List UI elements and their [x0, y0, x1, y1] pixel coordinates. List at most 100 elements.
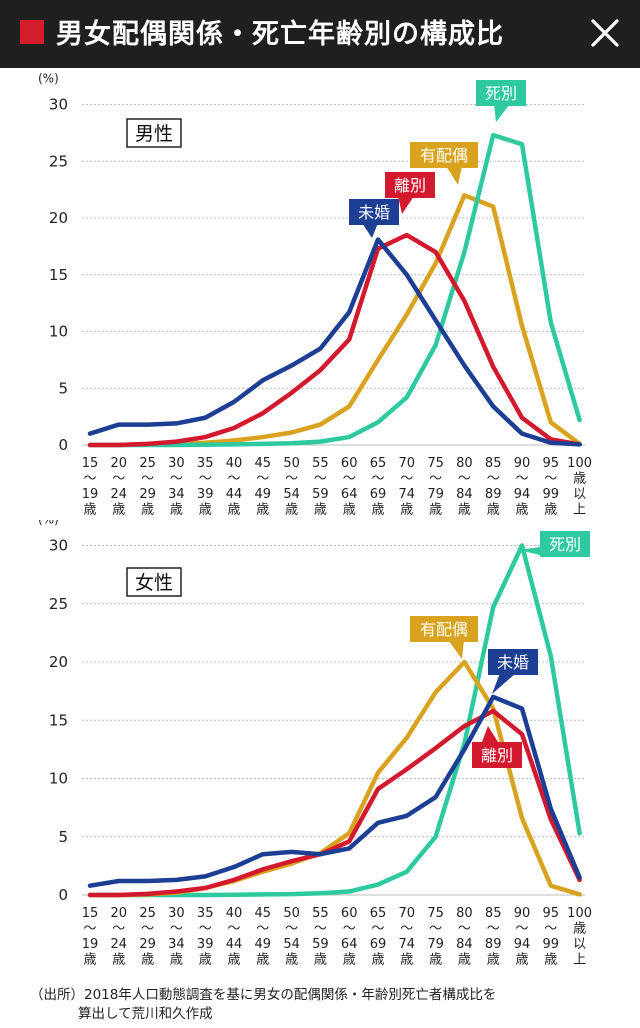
x-tick-part: ～: [343, 922, 356, 937]
x-tick-part: 歳: [371, 503, 384, 518]
data-point: [376, 247, 380, 251]
series-line-married: [87, 193, 582, 448]
callout-married: 有配偶: [410, 616, 478, 659]
data-point: [549, 420, 553, 424]
data-point: [261, 852, 265, 856]
x-tick-part: ～: [343, 472, 356, 487]
x-tick-part: 歳: [544, 503, 557, 518]
x-tick-label: 95～99歳: [543, 456, 560, 518]
data-point: [232, 865, 236, 869]
x-tick-label: 20～24歳: [111, 906, 128, 968]
data-point: [261, 442, 265, 446]
x-tick-label: 40～44歳: [226, 906, 243, 968]
callout-box: [385, 172, 435, 198]
data-point: [549, 441, 553, 445]
x-tick-part: 19: [82, 937, 99, 952]
series-line-unmarried: [87, 694, 582, 888]
callout-label: 離別: [394, 176, 426, 195]
x-tick-part: 85: [485, 456, 502, 471]
x-tick-part: 歳: [256, 953, 269, 968]
x-tick-part: 70: [399, 456, 416, 471]
data-point: [88, 884, 92, 888]
y-tick-label: 25: [49, 595, 68, 613]
x-tick-part: 歳: [199, 953, 212, 968]
x-tick-part: 歳: [487, 503, 500, 518]
x-tick-part: 歳: [227, 503, 240, 518]
x-tick-label: 25～29歳: [139, 906, 156, 968]
x-tick-part: 49: [255, 937, 272, 952]
data-point: [203, 416, 207, 420]
data-point: [491, 605, 495, 609]
x-tick-part: ～: [544, 922, 557, 937]
data-point: [462, 193, 466, 197]
data-point: [88, 432, 92, 436]
x-tick-part: 歳: [170, 503, 183, 518]
callout-pointer: [448, 640, 464, 659]
close-icon[interactable]: [588, 16, 622, 50]
chart-title-text: 男性: [135, 123, 173, 145]
x-tick-part: ～: [371, 472, 384, 487]
data-point: [117, 422, 121, 427]
x-tick-label: 45～49歳: [255, 456, 272, 518]
data-point: [462, 250, 466, 254]
data-point: [232, 893, 236, 897]
x-tick-part: 歳: [170, 953, 183, 968]
chart-female: 051015202530(%)15～19歳20～24歳25～29歳30～34歳3…: [38, 520, 592, 968]
x-tick-part: 69: [370, 937, 387, 952]
chart-title-text: 女性: [135, 572, 173, 594]
data-point: [146, 892, 150, 896]
data-point: [434, 250, 438, 254]
data-point: [203, 443, 207, 447]
x-tick-part: 39: [197, 487, 214, 502]
x-tick-part: 歳: [343, 503, 356, 518]
x-tick-part: 34: [168, 487, 185, 502]
data-point: [376, 882, 380, 887]
chart-title-frame: [126, 567, 182, 597]
data-point: [347, 337, 351, 342]
data-point: [376, 787, 380, 791]
x-tick-part: ～: [256, 472, 269, 487]
data-point: [491, 365, 495, 369]
data-point: [174, 878, 178, 882]
data-point: [117, 893, 121, 897]
x-tick-label: 45～49歳: [255, 906, 272, 968]
x-tick-part: ～: [314, 472, 327, 487]
x-tick-part: 20: [111, 906, 128, 921]
y-unit-label: (%): [38, 72, 59, 86]
data-point: [405, 814, 409, 818]
callout-pointer: [362, 223, 378, 238]
x-tick-part: 55: [312, 906, 329, 921]
header-bar: 男女配偶関係・死亡年齢別の構成比: [0, 0, 640, 68]
x-tick-part: 19: [82, 487, 99, 502]
x-tick-part: 歳: [83, 953, 96, 968]
x-tick-part: ～: [371, 922, 384, 937]
callout-widowed: 死別: [476, 80, 526, 122]
data-point: [261, 435, 265, 439]
x-tick-part: 59: [312, 937, 329, 952]
x-tick-part: 歳: [83, 503, 96, 518]
x-tick-part: 歳: [256, 503, 269, 518]
x-tick-part: 94: [514, 487, 531, 502]
data-point: [347, 839, 351, 844]
data-point: [174, 889, 178, 894]
data-point: [549, 807, 553, 811]
x-tick-label: 80～84歳: [456, 906, 473, 968]
data-point: [318, 422, 322, 427]
data-point: [318, 346, 322, 351]
series-line-widowed: [87, 132, 582, 448]
data-point: [376, 771, 380, 775]
data-point: [405, 312, 409, 317]
x-tick-part: 歳: [112, 503, 125, 518]
data-point: [290, 430, 294, 435]
x-tick-part: 歳: [343, 953, 356, 968]
x-tick-part: 64: [341, 487, 358, 502]
data-point: [203, 435, 207, 439]
y-tick-label: 15: [49, 711, 68, 729]
x-tick-label: 60～64歳: [341, 906, 358, 968]
x-tick-part: ～: [487, 472, 500, 487]
x-tick-part: 歳: [285, 953, 298, 968]
x-tick-label: 85～89歳: [485, 456, 502, 518]
x-tick-part: 99: [543, 937, 560, 952]
x-tick-label: 40～44歳: [226, 456, 243, 518]
callout-pointer: [446, 166, 462, 185]
